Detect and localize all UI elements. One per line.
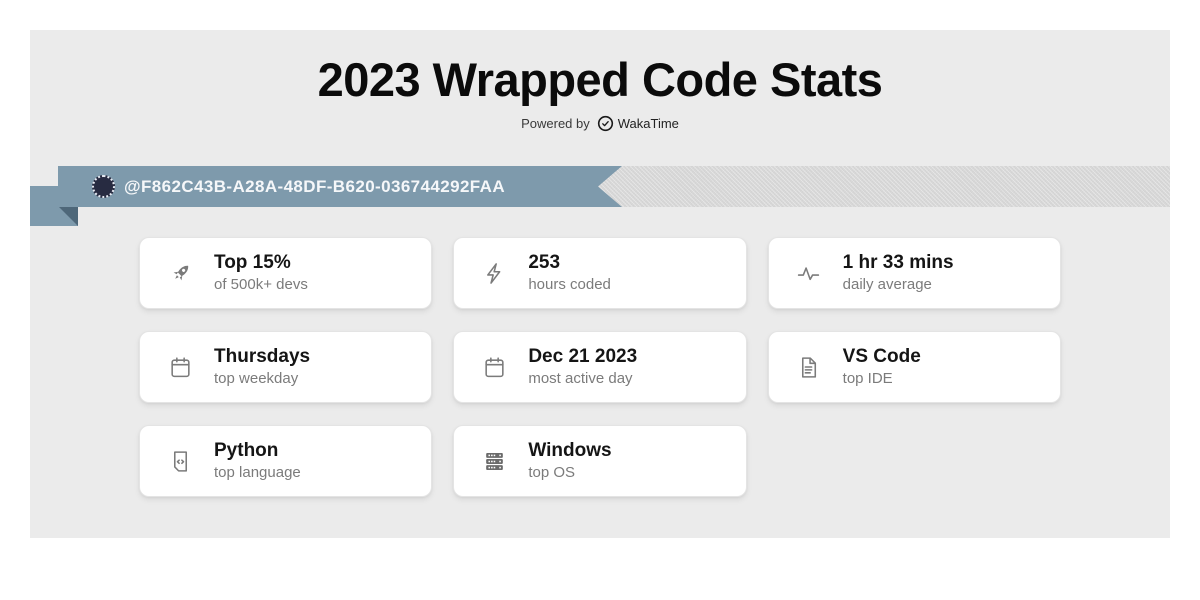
stat-value: Dec 21 2023 (528, 345, 638, 367)
stat-value: Top 15% (214, 251, 291, 273)
stat-card-top-os: Windows top OS (453, 425, 747, 497)
stat-label: top OS (528, 464, 576, 482)
powered-by-wakatime[interactable]: Powered by WakaTime (30, 115, 1170, 132)
activity-icon (796, 260, 822, 286)
stat-label: most active day (528, 370, 633, 388)
identicon-avatar (92, 175, 115, 198)
zap-icon (481, 260, 507, 286)
stat-label: daily average (842, 276, 932, 294)
stat-label: of 500k+ devs (214, 276, 308, 294)
stat-label: top IDE (842, 370, 893, 388)
calendar-icon (167, 354, 193, 380)
page-title: 2023 Wrapped Code Stats (317, 53, 883, 106)
stat-label: top language (214, 464, 301, 482)
stat-card-daily-average: 1 hr 33 mins daily average (767, 237, 1061, 309)
stat-card-rank: Top 15% of 500k+ devs (139, 237, 433, 309)
stat-value: 253 (528, 251, 561, 273)
server-icon (481, 448, 507, 474)
file-text-icon (796, 354, 822, 380)
stat-value: Python (214, 439, 279, 461)
stat-card-hours: 253 hours coded (453, 237, 747, 309)
stat-card-most-active-day: Dec 21 2023 most active day (453, 331, 747, 403)
rocket-icon (167, 260, 193, 286)
stat-value: 1 hr 33 mins (842, 251, 954, 273)
stat-card-top-weekday: Thursdays top weekday (139, 331, 433, 403)
stat-card-top-language: Python top language (139, 425, 433, 497)
stat-card-top-ide: VS Code top IDE (767, 331, 1061, 403)
wakatime-brand-label: WakaTime (617, 116, 679, 131)
calendar-icon (481, 354, 507, 380)
stat-value: VS Code (842, 345, 921, 367)
file-code-icon (167, 448, 193, 474)
stat-value: Windows (528, 439, 612, 461)
stats-grid: Top 15% of 500k+ devs 253 hours coded 1 … (139, 237, 1061, 497)
powered-by-label: Powered by (521, 116, 590, 131)
user-ribbon: @F862C43B-A28A-48DF-B620-036744292FAA (58, 166, 622, 207)
stat-label: hours coded (528, 276, 611, 294)
stat-label: top weekday (214, 370, 299, 388)
wakatime-clock-icon (597, 115, 614, 132)
stat-value: Thursdays (214, 345, 311, 367)
user-id-label: @F862C43B-A28A-48DF-B620-036744292FAA (124, 176, 505, 196)
ribbon-tail (598, 166, 1170, 207)
